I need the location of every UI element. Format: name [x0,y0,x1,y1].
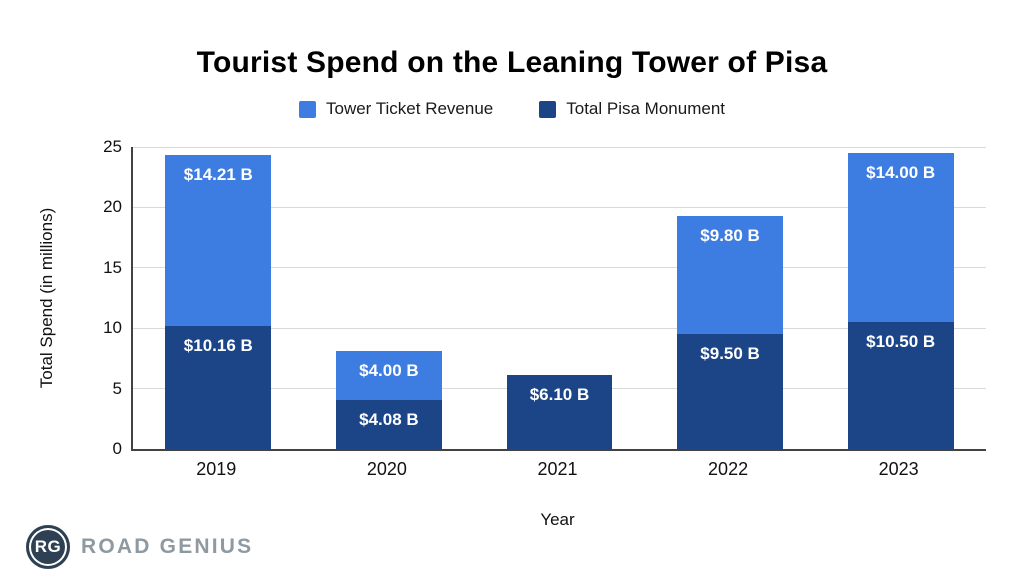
legend: Tower Ticket Revenue Total Pisa Monument [0,99,1024,119]
x-tick-label-2021: 2021 [537,459,578,479]
bar-value-label-total-pisa-monument-2023: $10.50 B [866,332,936,352]
legend-item-tower-ticket-revenue: Tower Ticket Revenue [299,99,493,119]
bar-group-2022: $9.80 B $9.50 B [645,147,816,449]
bars-container: $14.21 B $10.16 B $4.00 B $4.08 B $6.10 B $9.… [133,147,986,449]
x-axis-title: Year [540,510,575,529]
bar-group-2021: $6.10 B [474,147,645,449]
y-tick-label-15: 15 [103,257,122,277]
bar-segment-total-pisa-monument-2019: $10.16 B [165,326,272,449]
x-tick-label-2023: 2023 [878,459,919,479]
x-tick-label-2020: 2020 [366,459,407,479]
bar-value-label-tower-ticket-revenue-2022: $9.80 B [700,225,760,245]
stacked-bar-2020: $4.00 B $4.08 B [336,351,442,449]
stacked-bar-2019: $14.21 B $10.16 B [165,154,272,449]
x-tick-label-2019: 2019 [196,459,237,479]
bar-segment-tower-ticket-revenue-2022: $9.80 B [677,215,783,335]
bar-segment-tower-ticket-revenue-2020: $4.00 B [336,351,442,400]
legend-item-total-pisa-monument: Total Pisa Monument [539,99,725,119]
road-genius-logo: RG ROAD GENIUS [26,525,253,569]
bar-value-label-tower-ticket-revenue-2019: $14.21 B [183,164,253,184]
y-tick-label-25: 25 [103,137,122,156]
legend-label: Total Pisa Monument [566,99,725,118]
x-tick-label-2022: 2022 [708,459,749,479]
stacked-bar-2022: $9.80 B $9.50 B [677,215,783,449]
gridline-15 [133,267,986,269]
bar-segment-total-pisa-monument-2020: $4.08 B [336,399,442,449]
y-tick-label-10: 10 [103,318,122,338]
bar-group-2019: $14.21 B $10.16 B [133,147,304,449]
rg-badge-initials: RG [34,537,62,556]
gridline-10 [133,327,986,329]
y-tick-label-5: 5 [112,378,122,398]
bar-value-label-tower-ticket-revenue-2020: $4.00 B [359,361,419,381]
bar-value-label-tower-ticket-revenue-2023: $14.00 B [866,163,936,183]
legend-label: Tower Ticket Revenue [326,99,494,118]
legend-swatch-light-blue [299,100,316,118]
bar-segment-tower-ticket-revenue-2019: $14.21 B [165,154,272,327]
logo-wordmark: ROAD GENIUS [81,535,254,558]
y-axis-ticks: 0 5 10 15 20 25 [0,137,122,458]
legend-swatch-dark-blue [539,100,557,118]
bar-value-label-total-pisa-monument-2019: $10.16 B [183,336,253,356]
y-tick-label-20: 20 [103,197,122,217]
gridline-25 [133,146,986,148]
bar-value-label-total-pisa-monument-2021: $6.10 B [529,385,590,405]
stacked-bar-2021: $6.10 B [506,375,613,449]
bar-segment-tower-ticket-revenue-2023: $14.00 B [847,153,954,323]
plot-area: $14.21 B $10.16 B $4.00 B $4.08 B $6.10 B $9.… [131,146,986,451]
bar-segment-total-pisa-monument-2023: $10.50 B [847,322,954,449]
stacked-bar-2023: $14.00 B $10.50 B [847,153,954,449]
rg-badge-icon: RG [26,525,70,569]
bar-segment-total-pisa-monument-2021: $6.10 B [506,375,613,449]
y-tick-label-0: 0 [112,439,122,458]
bar-group-2020: $4.00 B $4.08 B [304,147,475,449]
bar-value-label-total-pisa-monument-2020: $4.08 B [359,409,419,429]
bar-value-label-total-pisa-monument-2022: $9.50 B [700,344,760,364]
chart-title: Tourist Spend on the Leaning Tower of Pi… [196,46,828,79]
gridline-20 [133,206,986,208]
bar-segment-total-pisa-monument-2022: $9.50 B [677,334,783,449]
bar-group-2023: $14.00 B $10.50 B [815,147,986,449]
x-axis-ticks: 2019 2020 2021 2022 2023 [131,459,984,480]
